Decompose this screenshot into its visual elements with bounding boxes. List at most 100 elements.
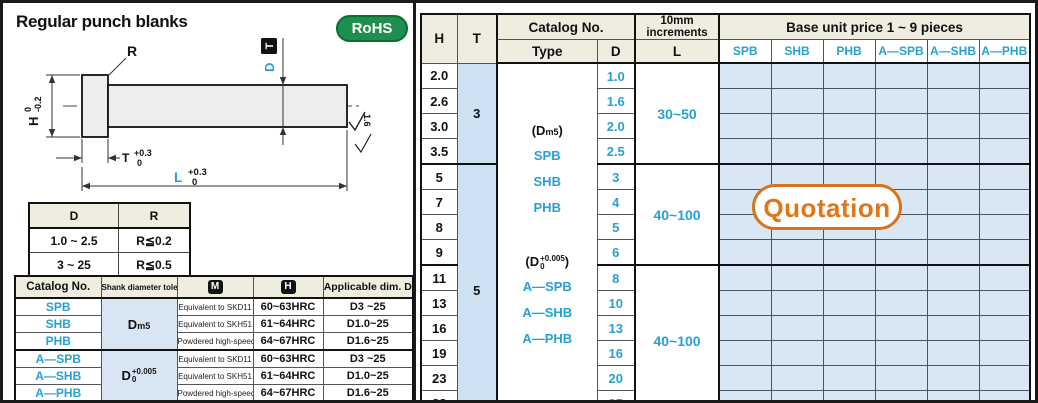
dr-header-r: R — [118, 202, 191, 229]
d-value: 1.0 — [596, 62, 636, 89]
spec-header-a-shb: A—SHB — [926, 39, 980, 64]
svg-text:0: 0 — [23, 107, 33, 112]
h-arrow-bottom — [48, 129, 56, 137]
quotation-button[interactable]: Quotation — [752, 184, 902, 230]
punch-shank — [107, 84, 348, 128]
d-value: 2.0 — [596, 113, 636, 139]
price-cell-phb — [822, 264, 876, 291]
price-cell-spb — [718, 163, 772, 190]
d-value: 16 — [596, 340, 636, 366]
type-item: PHB — [533, 200, 561, 215]
h-value: 11 — [420, 264, 458, 291]
material-box-icon: M — [207, 280, 223, 294]
price-cell-a-phb — [978, 239, 1031, 266]
price-cell-a-shb — [926, 189, 980, 215]
type-item: SHB — [533, 174, 561, 189]
price-cell-shb — [770, 113, 824, 139]
price-cell-phb — [822, 390, 876, 403]
catalog-row: A—SHB Equivalent to SKH51 61~64HRC D1.0~25 — [14, 367, 414, 385]
svg-text:0: 0 — [192, 177, 197, 188]
catalog-header-no: Catalog No. — [14, 275, 102, 299]
t-value: 5 — [456, 163, 498, 403]
d-value: 6 — [596, 239, 636, 266]
price-cell-a-spb — [874, 88, 928, 114]
spec-header-h: H — [420, 13, 458, 64]
hardness-value: 60~63HRC — [252, 349, 324, 368]
d-value: 25 — [596, 390, 636, 403]
catalog-table-body: SPB Dm5 Equivalent to SKD11 60~63HRC D3 ~25 S… — [14, 297, 414, 403]
h-dimension-label: H 0 -0.2 — [23, 96, 43, 126]
price-cell-a-phb — [978, 264, 1031, 291]
price-cell-phb — [822, 315, 876, 341]
price-cell-a-shb — [926, 365, 980, 391]
price-cell-spb — [718, 62, 772, 89]
price-cell-shb — [770, 290, 824, 316]
dr-d-range: 1.0 ~ 2.5 — [28, 227, 119, 253]
tolerance-line: (Dm5) — [531, 123, 563, 138]
price-cell-phb — [822, 365, 876, 391]
h-value: 2.6 — [420, 88, 458, 114]
price-cell-phb — [822, 239, 876, 266]
h-value: 13 — [420, 290, 458, 316]
hardness-value: 60~63HRC — [252, 297, 324, 316]
price-cell-a-spb — [874, 365, 928, 391]
l-range-value: 40~100 — [634, 163, 720, 266]
h-value: 16 — [420, 315, 458, 341]
catalog-no-value: SPB — [14, 297, 102, 316]
dr-row: 1.0 ~ 2.5 R≦0.2 — [28, 227, 191, 253]
material-value: Equivalent to SKD11 — [176, 349, 254, 368]
price-cell-a-shb — [926, 264, 980, 291]
price-cell-shb — [770, 138, 824, 165]
d-value: 8 — [596, 264, 636, 291]
spec-header-catalog-no: Catalog No. — [495, 13, 636, 40]
d-value: 20 — [596, 365, 636, 391]
hardness-value: 61~64HRC — [252, 367, 324, 385]
hardness-value: 64~67HRC — [252, 384, 324, 403]
spec-row: 19 16 — [420, 340, 1031, 366]
spec-header-t: T — [456, 13, 498, 64]
d-value: 4 — [596, 189, 636, 215]
tolerance-line: (D +0.005 0) — [525, 253, 570, 271]
price-cell-a-phb — [978, 189, 1031, 215]
spec-row: 3.0 2.0 — [420, 113, 1031, 139]
d-value: 13 — [596, 315, 636, 341]
type-item: SPB — [533, 148, 561, 163]
price-cell-shb — [770, 239, 824, 266]
price-cell-spb — [718, 138, 772, 165]
d-value: 10 — [596, 290, 636, 316]
price-cell-a-phb — [978, 340, 1031, 366]
material-value: Equivalent to SKH51 — [176, 315, 254, 333]
svg-text:+0.3: +0.3 — [134, 148, 152, 158]
price-cell-a-phb — [978, 290, 1031, 316]
catalog-header-applicable: Applicable dim. D — [322, 275, 414, 299]
spec-row: 2.6 1.6 — [420, 88, 1031, 114]
t-arrow-left — [74, 154, 82, 162]
applicable-dim-value: D1.0~25 — [322, 315, 414, 333]
spec-row: 16 13 — [420, 315, 1031, 341]
svg-text:H: H — [26, 117, 41, 126]
price-cell-a-phb — [978, 214, 1031, 240]
d-value: 2.5 — [596, 138, 636, 165]
h-arrow-top — [48, 75, 56, 83]
l-range-value: 40~100 — [634, 264, 720, 403]
price-cell-spb — [718, 315, 772, 341]
applicable-dim-value: D1.6~25 — [322, 384, 414, 403]
price-cell-shb — [770, 365, 824, 391]
applicable-dim-value: D3 ~25 — [322, 297, 414, 316]
price-cell-shb — [770, 62, 824, 89]
svg-text:-0.2: -0.2 — [33, 96, 43, 112]
catalog-no-value: SHB — [14, 315, 102, 333]
spec-header-type: Type — [496, 39, 598, 64]
spec-header-a-spb: A—SPB — [874, 39, 928, 64]
svg-text:D: D — [262, 63, 277, 72]
material-value: Powdered high-speed steel — [176, 332, 254, 351]
d-value: 1.6 — [596, 88, 636, 114]
h-value: 9 — [420, 239, 458, 266]
t-dimension-label: T +0.3 0 — [122, 148, 152, 168]
l-arrow-right — [339, 182, 347, 190]
price-cell-a-spb — [874, 113, 928, 139]
spec-header-phb: PHB — [822, 39, 876, 64]
price-cell-a-phb — [978, 365, 1031, 391]
spec-price-table: H T Catalog No. 10mm increments Base uni… — [420, 13, 1032, 403]
price-cell-a-shb — [926, 315, 980, 341]
